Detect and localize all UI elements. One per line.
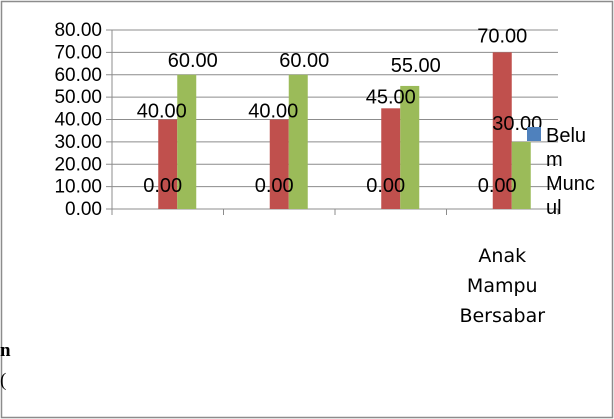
bar bbox=[158, 119, 178, 209]
bar bbox=[269, 119, 289, 209]
data-label: 60.00 bbox=[279, 50, 329, 72]
fragment-line-1: n bbox=[0, 340, 11, 361]
category-label: Bersabar bbox=[459, 305, 545, 327]
y-tick-label: 50.00 bbox=[54, 87, 102, 108]
bar bbox=[177, 74, 197, 209]
category-labels: Anak Mampu Bersabar bbox=[459, 245, 545, 327]
y-tick-label: 40.00 bbox=[54, 110, 102, 131]
legend-label: m bbox=[546, 149, 563, 171]
data-label: 0.00 bbox=[366, 175, 405, 197]
data-label: 0.00 bbox=[255, 175, 294, 197]
category-label: Mampu bbox=[467, 275, 538, 297]
document-text-fragment: n ( bbox=[0, 334, 20, 404]
y-tick-labels: 0.0010.0020.0030.0040.0050.0060.0070.008… bbox=[54, 20, 102, 220]
bar bbox=[511, 141, 531, 209]
y-tick-label: 30.00 bbox=[54, 132, 102, 153]
data-labels: 0.00 40.00 60.00 0.00 40.00 60.00 0.00 45.00 55.… bbox=[137, 25, 543, 197]
bar bbox=[381, 108, 401, 209]
y-tick-label: 10.00 bbox=[54, 177, 102, 198]
bar bbox=[400, 85, 420, 209]
data-label: 40.00 bbox=[137, 101, 187, 123]
bar bbox=[288, 74, 308, 209]
data-label: 0.00 bbox=[478, 175, 517, 197]
category-label: Anak bbox=[478, 245, 526, 267]
legend-label: Munc bbox=[546, 173, 595, 195]
legend-label: ul bbox=[546, 197, 562, 219]
legend-label: Belu bbox=[546, 125, 586, 147]
data-label: 70.00 bbox=[477, 25, 527, 47]
y-tick-label: 80.00 bbox=[54, 20, 102, 41]
y-tick-label: 60.00 bbox=[54, 65, 102, 86]
bar bbox=[492, 52, 512, 209]
y-tick-label: 0.00 bbox=[65, 199, 102, 220]
data-label: 55.00 bbox=[391, 55, 441, 77]
fragment-line-2: ( bbox=[0, 370, 7, 391]
legend-swatch bbox=[527, 127, 541, 141]
bars bbox=[158, 52, 531, 209]
data-label: 40.00 bbox=[248, 101, 298, 123]
y-tick-label: 70.00 bbox=[54, 42, 102, 63]
data-label: 0.00 bbox=[143, 175, 182, 197]
y-tick-label: 20.00 bbox=[54, 154, 102, 175]
data-label: 60.00 bbox=[168, 50, 218, 72]
axes bbox=[106, 29, 559, 215]
data-label: 45.00 bbox=[366, 86, 416, 108]
